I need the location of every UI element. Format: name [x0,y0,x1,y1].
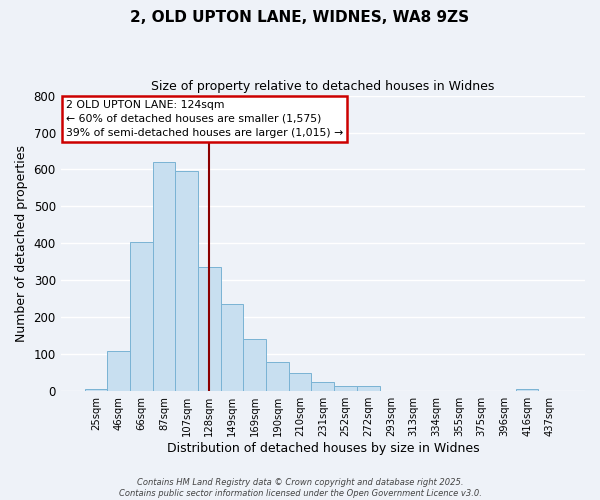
Bar [516,388,538,391]
Text: 2 OLD UPTON LANE: 124sqm
← 60% of detached houses are smaller (1,575)
39% of sem: 2 OLD UPTON LANE: 124sqm ← 60% of detach… [66,100,343,138]
Text: 2, OLD UPTON LANE, WIDNES, WA8 9ZS: 2, OLD UPTON LANE, WIDNES, WA8 9ZS [130,10,470,25]
Bar [85,390,107,391]
Bar [266,362,289,391]
Bar [198,266,221,391]
Y-axis label: Number of detached properties: Number of detached properties [15,145,28,342]
Bar [175,170,198,391]
Bar [311,382,334,391]
Bar [357,386,380,391]
Bar [221,304,244,391]
Bar [152,162,175,391]
Title: Size of property relative to detached houses in Widnes: Size of property relative to detached ho… [151,80,494,93]
X-axis label: Distribution of detached houses by size in Widnes: Distribution of detached houses by size … [167,442,479,455]
Bar [334,386,357,391]
Bar [107,350,130,391]
Bar [244,340,266,391]
Bar [289,372,311,391]
Bar [130,242,152,391]
Text: Contains HM Land Registry data © Crown copyright and database right 2025.
Contai: Contains HM Land Registry data © Crown c… [119,478,481,498]
